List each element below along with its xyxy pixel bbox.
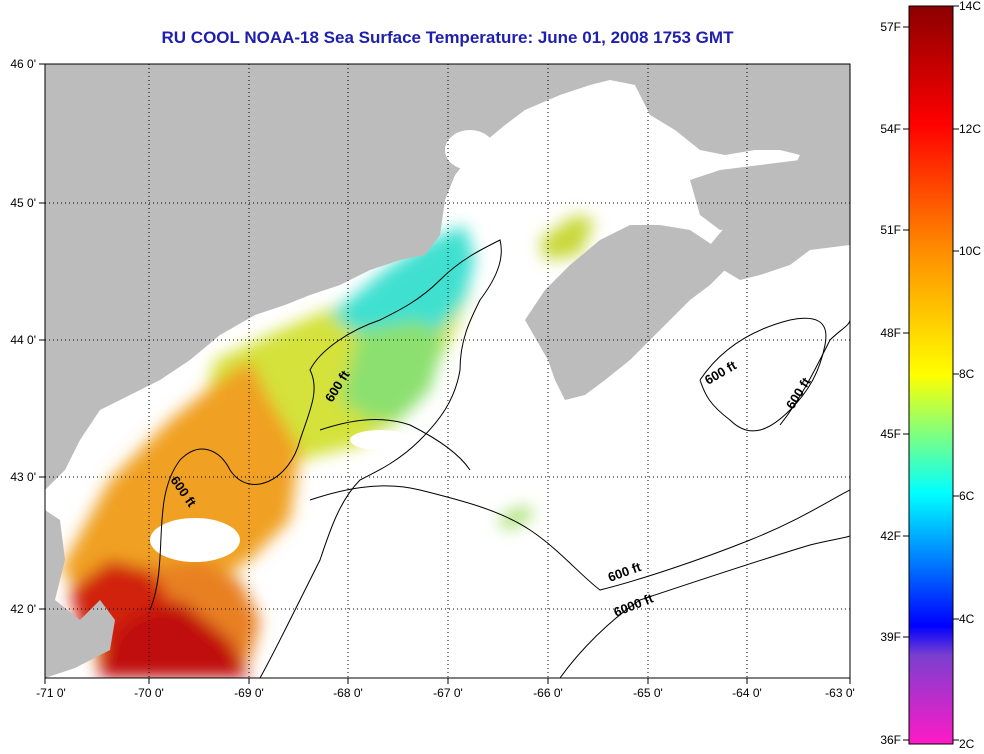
lon-tick-label: -64 0' xyxy=(732,686,762,700)
lon-tick-label: -71 0' xyxy=(36,686,66,700)
lat-tick-label: 42 0' xyxy=(10,602,36,616)
colorbar-c-label: 8C xyxy=(959,367,975,381)
lat-tick-label: 45 0' xyxy=(10,196,36,210)
colorbar-f-label: 42F xyxy=(880,529,901,543)
lon-tick-label: -65 0' xyxy=(633,686,663,700)
lat-tick-label: 44 0' xyxy=(10,333,36,347)
longitude-axis: -71 0' -70 0' -69 0' -68 0' -67 0' -66 0… xyxy=(36,686,855,700)
lon-tick-label: -63 0' xyxy=(825,686,855,700)
lat-tick-label: 43 0' xyxy=(10,470,36,484)
lon-tick-label: -66 0' xyxy=(533,686,563,700)
colorbar-f-label: 57F xyxy=(880,20,901,34)
colorbar-f-label: 54F xyxy=(880,122,901,136)
latitude-axis: 46 0' 45 0' 44 0' 43 0' 42 0' xyxy=(10,57,36,616)
colorbar-f-label: 36F xyxy=(880,733,901,747)
colorbar-c-label: 10C xyxy=(959,244,981,258)
lon-tick-label: -67 0' xyxy=(433,686,463,700)
colorbar-gradient xyxy=(909,6,953,744)
sst-map: 600 ft 600 ft 600 ft 600 ft 600 ft 6000 … xyxy=(0,0,984,754)
colorbar-f-label: 39F xyxy=(880,630,901,644)
colorbar-c-label: 6C xyxy=(959,489,975,503)
colorbar-c-label: 12C xyxy=(959,122,981,136)
colorbar-f-label: 48F xyxy=(880,326,901,340)
lon-tick-label: -69 0' xyxy=(234,686,264,700)
lon-tick-label: -68 0' xyxy=(333,686,363,700)
colorbar-c-label: 14C xyxy=(959,0,981,13)
colorbar-c-label: 2C xyxy=(959,737,975,751)
plot-area: 600 ft 600 ft 600 ft 600 ft 600 ft 6000 … xyxy=(45,64,850,678)
colorbar-f-label: 45F xyxy=(880,427,901,441)
lon-tick-label: -70 0' xyxy=(134,686,164,700)
colorbar-c-label: 4C xyxy=(959,612,975,626)
lat-tick-label: 46 0' xyxy=(10,57,36,71)
colorbar-f-label: 51F xyxy=(880,223,901,237)
colorbar: 57F 54F 51F 48F 45F 42F 39F 36F 14C 12C … xyxy=(880,0,981,751)
